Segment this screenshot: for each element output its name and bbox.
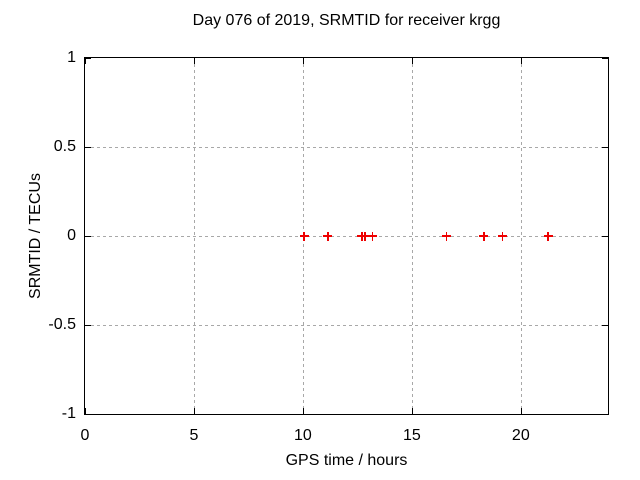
y-tick-mark-right [602, 147, 608, 148]
y-tick-label: 0 [67, 227, 76, 244]
x-tick-label: 20 [511, 427, 530, 444]
x-tick-mark-top [411, 58, 413, 64]
plot-area [84, 57, 609, 415]
data-point-marker [442, 231, 452, 241]
x-tick-label: 0 [80, 427, 90, 444]
data-point-marker [360, 231, 370, 241]
y-tick-mark-left [85, 414, 91, 415]
data-point-marker [543, 231, 553, 241]
x-tick-mark-bottom [193, 408, 195, 414]
x-tick-mark-bottom [85, 408, 86, 414]
x-tick-label: 10 [294, 427, 312, 444]
y-tick-mark-right [602, 325, 608, 326]
x-tick-mark-top [193, 58, 195, 64]
y-tick-mark-left [85, 325, 91, 326]
x-tick-label: 5 [189, 427, 199, 444]
x-tick-mark-bottom [520, 408, 522, 414]
x-tick-mark-bottom [411, 408, 413, 414]
y-tick-mark-left [85, 236, 91, 237]
y-tick-label: 0.5 [53, 138, 76, 155]
data-point-marker [497, 231, 507, 241]
y-tick-label: 1 [67, 49, 76, 66]
x-tick-mark-bottom [302, 408, 304, 414]
y-tick-mark-right [602, 58, 608, 59]
y-tick-mark-left [85, 58, 91, 59]
data-point-marker [323, 231, 333, 241]
grid-line-horizontal [85, 236, 608, 237]
x-axis-label: GPS time / hours [285, 452, 408, 469]
y-tick-mark-right [602, 236, 608, 237]
data-point-marker [479, 231, 489, 241]
y-tick-label: -1 [61, 405, 76, 422]
chart-title: Day 076 of 2019, SRMTID for receiver krg… [192, 12, 501, 29]
x-tick-mark-top [520, 58, 522, 64]
x-tick-mark-top [85, 58, 86, 64]
data-point-marker [368, 231, 378, 241]
data-point-marker [299, 231, 309, 241]
grid-line-horizontal [85, 325, 608, 326]
y-tick-mark-right [602, 414, 608, 415]
y-tick-label: -0.5 [48, 316, 76, 333]
grid-line-horizontal [85, 147, 608, 148]
y-tick-mark-left [85, 147, 91, 148]
x-tick-label: 15 [402, 427, 421, 444]
x-tick-mark-top [302, 58, 304, 64]
